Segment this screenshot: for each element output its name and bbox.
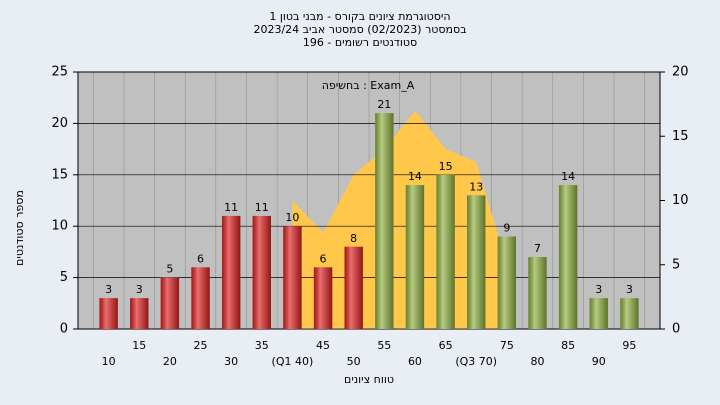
- value-label: 6: [197, 252, 204, 265]
- x-tick-label: (Q1 40): [272, 355, 314, 368]
- bar-shade: [497, 236, 517, 329]
- bar-shade: [375, 113, 394, 330]
- y-tick-label: 25: [51, 65, 68, 80]
- value-label: 3: [595, 283, 602, 296]
- x-tick-label: 15: [132, 339, 146, 352]
- value-label: 11: [224, 201, 238, 214]
- x-tick-label: 25: [194, 339, 208, 352]
- bar-shade: [130, 298, 149, 329]
- y-tick-label: 10: [51, 219, 68, 234]
- y2-tick-label: 20: [672, 65, 689, 80]
- x-tick-label: 30: [224, 355, 238, 368]
- x-tick-label: 95: [622, 339, 636, 352]
- x-tick-label: 75: [500, 339, 514, 352]
- value-label: 7: [534, 242, 541, 255]
- value-label: 13: [469, 180, 483, 193]
- y2-tick-label: 0: [672, 322, 680, 337]
- y-tick-label: 0: [60, 322, 68, 337]
- x-axis-label: טווח ציונים: [344, 373, 394, 386]
- y-tick-label: 5: [60, 270, 68, 285]
- value-label: 14: [561, 170, 575, 183]
- bar-shade: [589, 298, 608, 329]
- x-tick-label: 35: [255, 339, 269, 352]
- y-tick-label: 20: [51, 116, 68, 131]
- x-tick-label: 55: [377, 339, 391, 352]
- chart-subtitle: בסמסטר (02/2023) סמסטר אביב 2023/24: [253, 23, 466, 36]
- y2-tick-label: 10: [672, 193, 689, 208]
- value-label: 3: [105, 283, 112, 296]
- value-label: 5: [166, 263, 173, 276]
- chart-subtitle: סטודנטים רשומים - 196: [303, 36, 417, 49]
- y-axis-label: מספר סטודנטים: [13, 190, 26, 266]
- x-tick-label: 80: [530, 355, 544, 368]
- x-tick-label: 65: [439, 339, 453, 352]
- bar-shade: [252, 215, 271, 329]
- value-label: 15: [439, 160, 453, 173]
- y2-tick-label: 15: [672, 129, 689, 144]
- x-tick-label: 60: [408, 355, 422, 368]
- value-label: 6: [320, 252, 327, 265]
- value-label: 14: [408, 170, 422, 183]
- value-label: 21: [377, 98, 391, 111]
- x-tick-label: (Q3 70): [455, 355, 497, 368]
- bar-shade: [436, 174, 455, 329]
- bar-shade: [221, 215, 241, 329]
- x-tick-label: 20: [163, 355, 177, 368]
- y-tick-label: 15: [51, 167, 68, 182]
- bar-shade: [99, 298, 118, 329]
- annotation: Exam_A : בחשיפה: [322, 79, 415, 92]
- bar-shade: [405, 185, 425, 329]
- value-label: 9: [503, 221, 510, 234]
- value-label: 11: [255, 201, 269, 214]
- y2-tick-label: 5: [672, 257, 680, 272]
- bar-shade: [620, 298, 639, 329]
- bar-shade: [528, 257, 547, 329]
- x-tick-label: 90: [592, 355, 606, 368]
- x-tick-label: 45: [316, 339, 330, 352]
- bar-shade: [160, 277, 180, 329]
- bar-shade: [467, 195, 486, 329]
- bar-shade: [283, 226, 302, 329]
- value-label: 3: [136, 283, 143, 296]
- x-tick-label: 10: [102, 355, 116, 368]
- bar-shade: [191, 267, 210, 329]
- bar-shade: [313, 267, 333, 329]
- bar-shade: [344, 246, 363, 329]
- value-label: 8: [350, 232, 357, 245]
- chart-title: היסטוגרמת ציונים בקורס - מבני בטון 1: [269, 10, 450, 23]
- value-label: 10: [285, 211, 299, 224]
- bar-shade: [558, 185, 578, 329]
- x-tick-label: 50: [347, 355, 361, 368]
- value-label: 3: [626, 283, 633, 296]
- x-tick-label: 85: [561, 339, 575, 352]
